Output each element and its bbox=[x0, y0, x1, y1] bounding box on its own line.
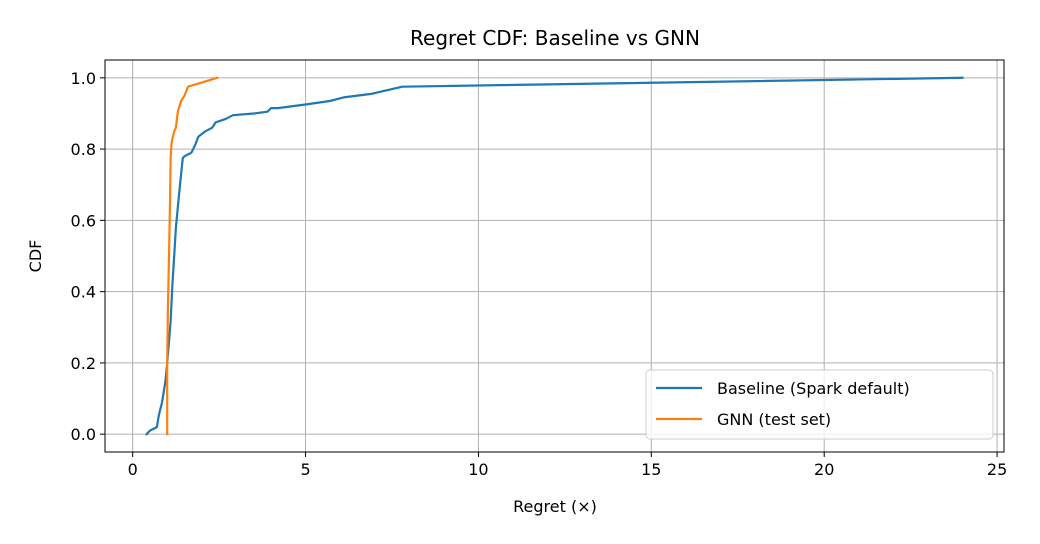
x-axis-label: Regret (×) bbox=[513, 497, 597, 516]
series-line-baseline bbox=[144, 76, 964, 436]
series-line-gnn bbox=[166, 76, 219, 436]
series-layer bbox=[144, 76, 964, 436]
legend-box bbox=[645, 369, 994, 440]
x-axis: 0 5 10 15 20 25 bbox=[128, 452, 1007, 479]
plot-frame bbox=[104, 59, 1005, 453]
y-tick-label: 0.4 bbox=[71, 283, 96, 302]
x-tick-label: 20 bbox=[814, 460, 834, 479]
y-axis-label: CDF bbox=[26, 240, 45, 273]
legend: Baseline (Spark default) GNN (test set) bbox=[645, 369, 994, 440]
x-tick-label: 5 bbox=[300, 460, 310, 479]
grid bbox=[105, 60, 1004, 452]
chart-title: Regret CDF: Baseline vs GNN bbox=[410, 26, 700, 50]
x-tick-label: 10 bbox=[468, 460, 488, 479]
y-tick-label: 1.0 bbox=[71, 69, 96, 88]
y-axis: 0.0 0.2 0.4 0.6 0.8 1.0 bbox=[71, 69, 105, 444]
y-tick-label: 0.6 bbox=[71, 211, 96, 230]
legend-label-gnn: GNN (test set) bbox=[717, 410, 831, 429]
x-tick-label: 25 bbox=[987, 460, 1007, 479]
x-tick-label: 15 bbox=[641, 460, 661, 479]
x-tick-label: 0 bbox=[128, 460, 138, 479]
y-tick-label: 0.8 bbox=[71, 140, 96, 159]
y-tick-label: 0.2 bbox=[71, 354, 96, 373]
y-tick-label: 0.0 bbox=[71, 425, 96, 444]
legend-label-baseline: Baseline (Spark default) bbox=[717, 379, 910, 398]
